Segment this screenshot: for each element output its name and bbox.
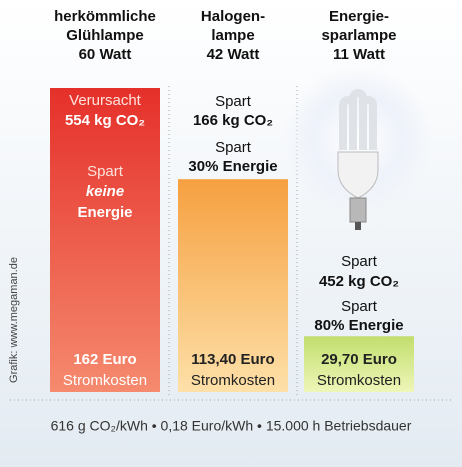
annotation: Spart: [341, 298, 378, 315]
annotation: 30% Energie: [188, 158, 277, 175]
annotation: Spart: [341, 253, 378, 270]
annotation: 80% Energie: [314, 317, 403, 334]
annotation: keine: [86, 183, 124, 200]
annotation: 166 kg CO₂: [193, 112, 273, 129]
column-header: lampe: [211, 27, 254, 44]
footer: 616 g CO₂/kWh • 0,18 Euro/kWh • 15.000 h…: [51, 418, 412, 434]
annotation: Spart: [215, 93, 252, 110]
annotation: 554 kg CO₂: [65, 112, 145, 129]
column-header: herkömmliche: [54, 8, 156, 25]
value-label: 162 Euro: [73, 351, 136, 368]
column-header: Energie-: [329, 8, 389, 25]
annotation: Spart: [215, 139, 252, 156]
column-header: Glühlampe: [66, 27, 144, 44]
annotation: Energie: [77, 204, 132, 221]
source: Grafik: www.megaman.de: [8, 257, 20, 383]
column-header: sparlampe: [321, 27, 396, 44]
annotation: Spart: [87, 163, 124, 180]
bar: [50, 88, 160, 392]
value-sublabel: Stromkosten: [317, 372, 401, 389]
column-header: 60 Watt: [79, 46, 132, 63]
value-label: 29,70 Euro: [321, 351, 397, 368]
value-sublabel: Stromkosten: [191, 372, 275, 389]
column-header: Halogen-: [201, 8, 265, 25]
column-header: 11 Watt: [333, 46, 385, 63]
annotation: 452 kg CO₂: [319, 273, 399, 290]
annotation: Verursacht: [69, 92, 142, 109]
column-header: 42 Watt: [207, 46, 260, 63]
value-sublabel: Stromkosten: [63, 372, 147, 389]
infographic: Grafik: www.megaman.de 616 g CO₂/kWh • 0…: [0, 0, 462, 467]
value-label: 113,40 Euro: [191, 351, 274, 368]
